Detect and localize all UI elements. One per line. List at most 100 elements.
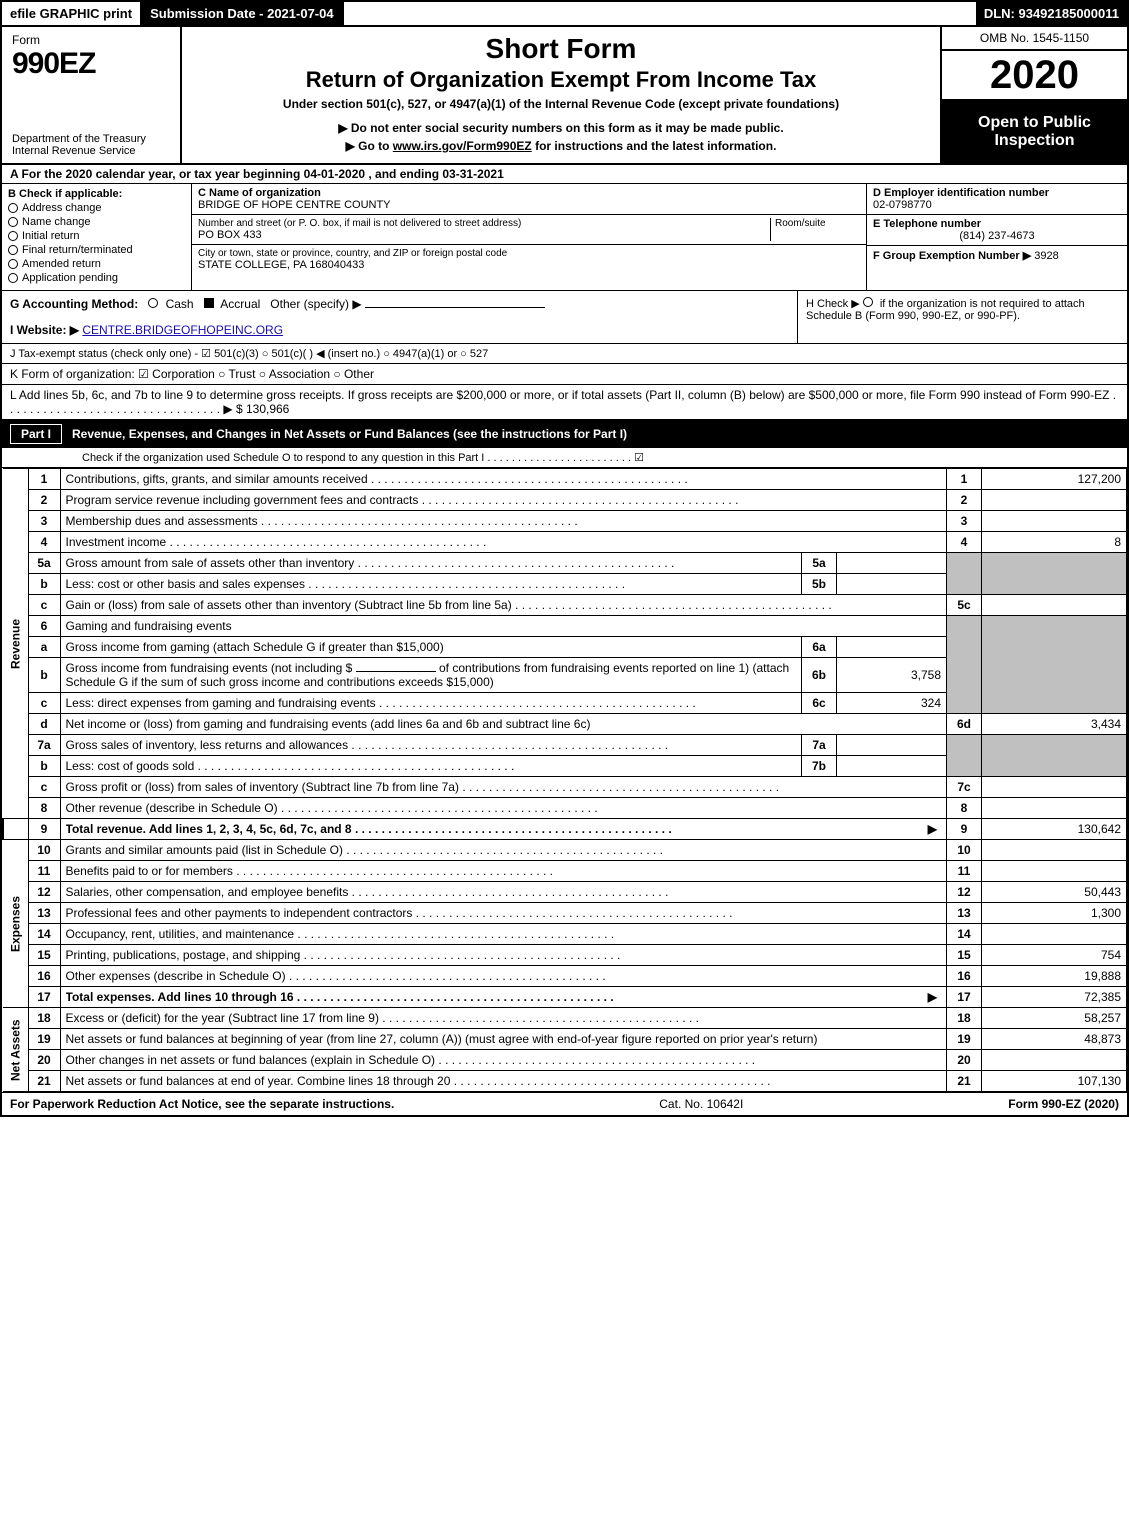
mini-ref: 5a: [802, 553, 837, 574]
other-specify-field[interactable]: [365, 307, 545, 308]
line-num: d: [28, 714, 60, 735]
line-num: c: [28, 595, 60, 616]
mini-ref: 6a: [802, 637, 837, 658]
line-num: c: [28, 693, 60, 714]
line-desc: Program service revenue including govern…: [66, 493, 942, 507]
line-ref: 2: [947, 490, 982, 511]
line-ref: 4: [947, 532, 982, 553]
line-desc: Total revenue. Add lines 1, 2, 3, 4, 5c,…: [66, 822, 924, 836]
line-num: 16: [28, 966, 60, 987]
accrual-checkbox[interactable]: [204, 298, 214, 308]
shaded-cell: [947, 735, 982, 777]
line-desc: Net assets or fund balances at end of ye…: [66, 1074, 942, 1088]
line-amount: [982, 595, 1127, 616]
row-g: G Accounting Method: Cash Accrual Other …: [2, 291, 797, 343]
line-desc: Other expenses (describe in Schedule O): [66, 969, 942, 983]
line-ref: 5c: [947, 595, 982, 616]
shaded-cell: [982, 616, 1127, 714]
line-ref: 7c: [947, 777, 982, 798]
line-desc: Investment income: [66, 535, 942, 549]
line-ref: 3: [947, 511, 982, 532]
open-public-badge: Open to Public Inspection: [942, 101, 1127, 163]
phone-label: E Telephone number: [873, 218, 1121, 230]
line-ref: 14: [947, 924, 982, 945]
line-ref: 20: [947, 1050, 982, 1071]
form-page: efile GRAPHIC print Submission Date - 20…: [0, 0, 1129, 1117]
row-h: H Check ▶ if the organization is not req…: [797, 291, 1127, 343]
line-desc: Printing, publications, postage, and shi…: [66, 948, 942, 962]
line-desc: Occupancy, rent, utilities, and maintena…: [66, 927, 942, 941]
line-desc: Grants and similar amounts paid (list in…: [66, 843, 942, 857]
line-desc: Benefits paid to or for members: [66, 864, 942, 878]
line-ref: 19: [947, 1029, 982, 1050]
cash-label: Cash: [166, 297, 194, 311]
check-initial-return[interactable]: Initial return: [8, 230, 185, 242]
mini-amount: [837, 637, 947, 658]
line-desc: Total expenses. Add lines 10 through 16: [66, 990, 924, 1004]
row-k: K Form of organization: ☑ Corporation ○ …: [2, 364, 1127, 385]
goto-pre: ▶ Go to: [346, 139, 393, 153]
line-num: 12: [28, 882, 60, 903]
blank-side: [3, 819, 28, 840]
under-section: Under section 501(c), 527, or 4947(a)(1)…: [192, 97, 930, 111]
line-desc: Professional fees and other payments to …: [66, 906, 942, 920]
line-num: 14: [28, 924, 60, 945]
mini-ref: 7b: [802, 756, 837, 777]
dln-label: DLN: 93492185000011: [976, 2, 1127, 25]
line-amount: [982, 840, 1127, 861]
arrow-icon: ▶: [924, 822, 941, 836]
line-num: 9: [28, 819, 60, 840]
line-amount: 58,257: [982, 1008, 1127, 1029]
mini-amount: 3,758: [837, 658, 947, 693]
line-ref: 1: [947, 469, 982, 490]
top-bar: efile GRAPHIC print Submission Date - 20…: [2, 2, 1127, 27]
line-ref: 13: [947, 903, 982, 924]
website-value[interactable]: CENTRE.BRIDGEOFHOPEINC.ORG: [82, 323, 283, 337]
check-address-change[interactable]: Address change: [8, 202, 185, 214]
street-value: PO BOX 433: [198, 229, 770, 241]
contrib-field[interactable]: [356, 671, 436, 672]
netassets-side-label: Net Assets: [3, 1008, 28, 1092]
section-a-tax-year: A For the 2020 calendar year, or tax yea…: [2, 165, 1127, 184]
efile-label: efile GRAPHIC print: [2, 2, 142, 25]
room-suite-label: Room/suite: [770, 218, 860, 241]
line-amount: 8: [982, 532, 1127, 553]
part1-label: Part I: [10, 424, 62, 444]
check-label: Address change: [22, 202, 102, 214]
other-label: Other (specify) ▶: [270, 297, 361, 311]
h-checkbox[interactable]: [863, 297, 873, 307]
expenses-side-label: Expenses: [3, 840, 28, 1008]
header-center: Short Form Return of Organization Exempt…: [182, 27, 942, 163]
page-footer: For Paperwork Reduction Act Notice, see …: [2, 1092, 1127, 1115]
mini-ref: 6c: [802, 693, 837, 714]
check-final-return[interactable]: Final return/terminated: [8, 244, 185, 256]
no-ssn-note: ▶ Do not enter social security numbers o…: [192, 121, 930, 135]
line-num: 1: [28, 469, 60, 490]
line-ref: 10: [947, 840, 982, 861]
section-b: B Check if applicable: Address change Na…: [2, 184, 192, 290]
ein-label: D Employer identification number: [873, 187, 1121, 199]
cash-checkbox[interactable]: [148, 298, 158, 308]
footer-center: Cat. No. 10642I: [659, 1097, 743, 1111]
shaded-cell: [947, 553, 982, 595]
line-desc: Gross income from fundraising events (no…: [66, 661, 353, 675]
city-label: City or town, state or province, country…: [198, 248, 860, 259]
irs-link[interactable]: www.irs.gov/Form990EZ: [393, 139, 532, 153]
line-desc: Membership dues and assessments: [66, 514, 942, 528]
revenue-side-label: Revenue: [3, 469, 28, 819]
return-title: Return of Organization Exempt From Incom…: [192, 67, 930, 93]
footer-right: Form 990-EZ (2020): [1008, 1097, 1119, 1111]
line-desc: Less: direct expenses from gaming and fu…: [66, 696, 797, 710]
check-label: Application pending: [22, 272, 118, 284]
check-application-pending[interactable]: Application pending: [8, 272, 185, 284]
check-amended-return[interactable]: Amended return: [8, 258, 185, 270]
section-c: C Name of organization BRIDGE OF HOPE CE…: [192, 184, 867, 290]
line-desc: Less: cost or other basis and sales expe…: [66, 577, 797, 591]
line-ref: 6d: [947, 714, 982, 735]
check-label: Initial return: [22, 230, 79, 242]
omb-number: OMB No. 1545-1150: [942, 27, 1127, 51]
check-name-change[interactable]: Name change: [8, 216, 185, 228]
row-l-text: L Add lines 5b, 6c, and 7b to line 9 to …: [10, 388, 1116, 416]
line-desc: Other changes in net assets or fund bala…: [66, 1053, 942, 1067]
org-name-label: C Name of organization: [198, 187, 860, 199]
